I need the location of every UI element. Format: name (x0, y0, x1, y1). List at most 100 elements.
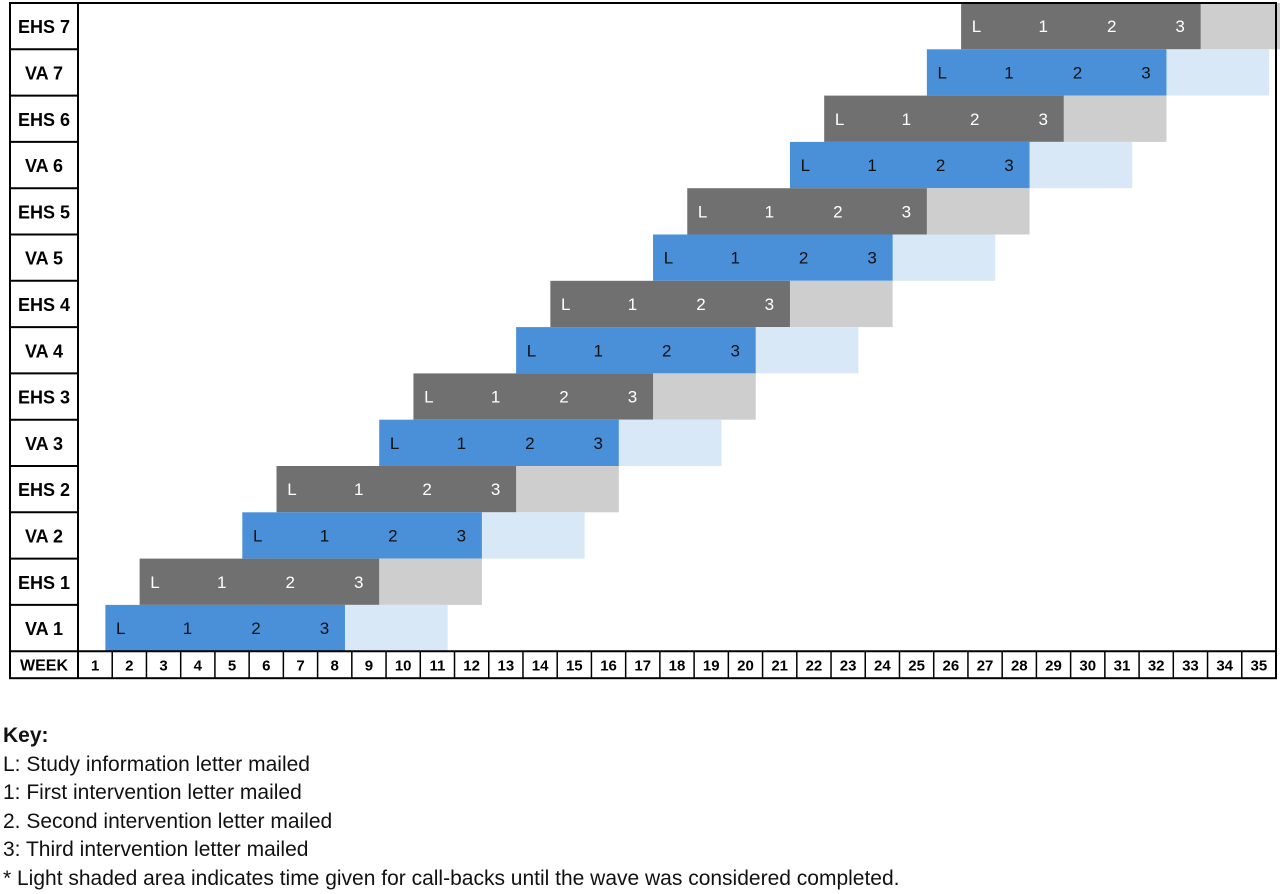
row-label-ehs-7: EHS 7 (18, 17, 70, 37)
mailing-bar-va-3 (379, 419, 619, 466)
mark-va-1-2: 2 (251, 619, 260, 638)
mailing-bar-va-4 (516, 327, 756, 374)
week-tick-32: 32 (1148, 658, 1165, 675)
mark-va-5-3: 3 (867, 249, 876, 268)
week-tick-1: 1 (91, 658, 99, 675)
mailing-bar-ehs-4 (550, 280, 790, 328)
week-tick-33: 33 (1182, 658, 1199, 675)
wave-schedule-chart: L 1 2 3L 1 2 3L 1 2 3L 1 2 3L 1 2 3L 1 2 3L 1 2 3L 1 2 3L 1 2 3L 1 2 3… (9, 2, 1280, 680)
mark-va-3-2: 2 (525, 434, 534, 453)
mark-ehs-4-2: 2 (696, 295, 705, 314)
callback-bar-va-3 (618, 419, 722, 466)
callback-bar-ehs-6 (1063, 95, 1167, 142)
mark-ehs-3-L: L (424, 388, 433, 407)
mark-va-2-2: 2 (388, 526, 397, 545)
row-label-ehs-5: EHS 5 (18, 202, 70, 222)
key-line-shaded-note: * Light shaded area indicates time given… (3, 866, 900, 890)
mark-va-1-3: 3 (320, 619, 329, 638)
callback-bar-va-7 (1166, 49, 1270, 96)
mark-va-3-3: 3 (594, 434, 603, 453)
week-tick-23: 23 (840, 658, 857, 675)
week-tick-16: 16 (600, 658, 617, 675)
key-line-first: 1: First intervention letter mailed (3, 781, 302, 805)
mark-va-2-1: 1 (320, 526, 329, 545)
mark-va-6-1: 1 (867, 156, 876, 175)
mailing-bar-va-1 (105, 604, 345, 652)
key-line-letter: L: Study information letter mailed (3, 752, 310, 776)
mark-va-6-L: L (801, 156, 810, 175)
chart-border (9, 2, 1277, 680)
mark-ehs-4-L: L (561, 295, 570, 314)
callback-bar-va-2 (481, 512, 585, 559)
mailing-bar-ehs-5 (687, 188, 927, 235)
week-tick-25: 25 (908, 658, 925, 675)
key-title: Key: (3, 724, 49, 747)
mark-ehs-7-L: L (972, 17, 981, 36)
mark-ehs-3-1: 1 (491, 388, 500, 407)
mark-ehs-3-3: 3 (628, 388, 637, 407)
mark-va-5-L: L (664, 249, 673, 268)
mark-va-2-L: L (253, 526, 262, 545)
week-tick-34: 34 (1216, 658, 1233, 675)
week-tick-24: 24 (874, 658, 891, 675)
callback-bar-ehs-7 (1200, 3, 1280, 50)
mark-va-1-1: 1 (183, 619, 192, 638)
mark-va-3-L: L (390, 434, 399, 453)
week-tick-7: 7 (296, 658, 304, 675)
callback-bar-ehs-1 (379, 558, 482, 605)
mark-ehs-6-2: 2 (970, 110, 979, 129)
callback-bar-va-5 (892, 234, 996, 281)
callback-bar-va-4 (755, 327, 859, 374)
mark-ehs-6-1: 1 (902, 110, 911, 129)
mark-ehs-4-1: 1 (628, 295, 637, 314)
mailing-bar-va-6 (789, 141, 1030, 189)
week-tick-14: 14 (532, 658, 549, 675)
mark-ehs-7-2: 2 (1107, 17, 1116, 36)
week-tick-10: 10 (395, 658, 412, 675)
row-label-va-3: VA 3 (25, 434, 63, 454)
week-tick-18: 18 (669, 658, 686, 675)
mark-ehs-5-3: 3 (902, 202, 911, 221)
mark-va-4-1: 1 (594, 341, 603, 360)
mark-ehs-6-3: 3 (1039, 110, 1048, 129)
week-tick-5: 5 (228, 658, 236, 675)
row-label-ehs-2: EHS 2 (18, 480, 70, 500)
row-label-va-6: VA 6 (25, 156, 63, 176)
week-tick-9: 9 (365, 658, 373, 675)
row-label-va-5: VA 5 (25, 249, 63, 269)
mark-ehs-2-1: 1 (354, 480, 363, 499)
mark-va-5-2: 2 (799, 249, 808, 268)
mailing-bar-va-5 (653, 234, 893, 281)
row-label-va-4: VA 4 (25, 341, 63, 361)
week-tick-8: 8 (331, 658, 339, 675)
mark-va-7-3: 3 (1141, 63, 1150, 82)
key-line-second: 2. Second intervention letter mailed (3, 809, 333, 833)
week-axis-label: WEEK (20, 658, 68, 675)
mark-ehs-1-L: L (150, 573, 159, 592)
key-line-third: 3: Third intervention letter mailed (3, 838, 309, 862)
week-tick-12: 12 (463, 658, 480, 675)
week-tick-30: 30 (1079, 658, 1096, 675)
callback-bar-ehs-4 (789, 280, 893, 328)
mark-va-4-3: 3 (730, 341, 739, 360)
mark-va-7-1: 1 (1004, 63, 1013, 82)
mailing-bar-ehs-2 (276, 466, 517, 513)
week-tick-17: 17 (634, 658, 651, 675)
mailing-bar-va-2 (242, 512, 482, 559)
mark-ehs-1-1: 1 (217, 573, 226, 592)
mark-ehs-4-3: 3 (765, 295, 774, 314)
mark-va-7-2: 2 (1073, 63, 1082, 82)
week-tick-2: 2 (125, 658, 133, 675)
mark-ehs-2-2: 2 (422, 480, 431, 499)
week-tick-6: 6 (262, 658, 270, 675)
mailing-bar-ehs-3 (413, 373, 654, 420)
week-tick-22: 22 (806, 658, 823, 675)
mailing-bar-ehs-1 (139, 558, 380, 605)
week-tick-26: 26 (942, 658, 959, 675)
mailing-bar-ehs-7 (961, 3, 1201, 50)
row-label-va-2: VA 2 (25, 526, 63, 546)
key-legend: Key: L: Study information letter mailed … (3, 722, 900, 894)
row-label-ehs-3: EHS 3 (18, 388, 70, 408)
mark-va-2-3: 3 (457, 526, 466, 545)
week-tick-4: 4 (194, 658, 203, 675)
